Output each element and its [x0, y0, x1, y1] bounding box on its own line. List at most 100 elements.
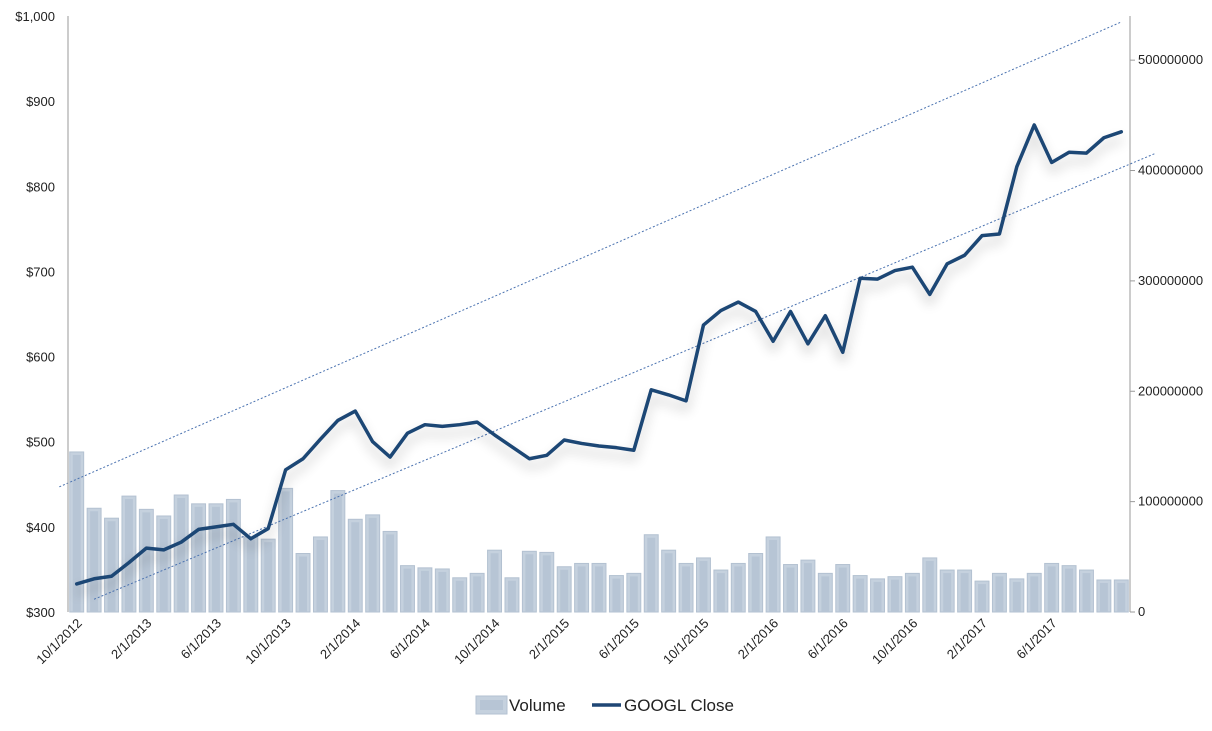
volume-bar-inner — [386, 534, 395, 612]
x-axis-tick-label: 10/1/2014 — [451, 616, 503, 668]
left-axis-tick-label: $900 — [26, 94, 55, 109]
volume-bar-inner — [577, 566, 586, 612]
volume-bar-inner — [507, 580, 516, 612]
volume-bar-inner — [438, 571, 447, 612]
left-axis-tick-label: $300 — [26, 605, 55, 620]
volume-bar-inner — [1030, 576, 1039, 612]
volume-bar-inner — [769, 539, 778, 612]
volume-bar-inner — [299, 556, 307, 612]
x-axis-tick-label: 2/1/2017 — [944, 616, 990, 662]
right-axis-ticks: 0 100000000 200000000 300000000 400000000 500… — [1130, 52, 1203, 619]
volume-bar-inner — [316, 539, 325, 612]
x-axis-tick-label: 2/1/2016 — [735, 616, 781, 662]
right-axis-tick-label: 300000000 — [1138, 273, 1203, 288]
left-axis-ticks: $300 $400 $500 $600 $700 $800 $900 $1,000 — [15, 9, 55, 620]
volume-bar-inner — [612, 578, 621, 612]
volume-bar-inner — [629, 576, 638, 612]
x-axis-tick-label: 10/1/2013 — [242, 616, 294, 668]
legend-volume-label: Volume — [509, 696, 566, 715]
legend: Volume GOOGL Close — [475, 695, 734, 715]
volume-bar-inner — [891, 579, 899, 612]
right-axis-tick-label: 0 — [1138, 604, 1145, 619]
volume-bar-inner — [734, 566, 743, 612]
volume-bar-inner — [90, 511, 99, 612]
volume-bar-inner — [177, 498, 186, 612]
volume-bar-inner — [751, 556, 760, 612]
volume-bar-inner — [995, 576, 1004, 612]
volume-bar-inner — [1047, 566, 1056, 612]
volume-bar-inner — [455, 580, 464, 612]
volume-bar-inner — [943, 573, 952, 612]
volume-bar-inner — [212, 506, 220, 612]
volume-bar-inner — [560, 569, 569, 612]
volume-bar-inner — [368, 517, 377, 612]
volume-bar-inner — [72, 454, 81, 612]
x-axis-tick-label: 2/1/2015 — [526, 616, 572, 662]
right-axis-tick-label: 100000000 — [1138, 494, 1203, 509]
volume-bar-inner — [786, 567, 795, 612]
volume-bar-inner — [925, 560, 934, 612]
right-axis-tick-label: 400000000 — [1138, 163, 1203, 178]
left-axis-tick-label: $800 — [26, 179, 55, 194]
x-axis-tick-label: 6/1/2015 — [596, 616, 642, 662]
volume-bar-inner — [595, 566, 603, 612]
volume-bar-inner — [1099, 582, 1108, 612]
right-axis-tick-label: 500000000 — [1138, 52, 1203, 67]
volume-bar-inner — [1012, 581, 1021, 612]
volume-bar-inner — [908, 576, 917, 612]
legend-volume-swatch-inner — [480, 700, 503, 710]
volume-bar-inner — [351, 522, 360, 612]
volume-bar-inner — [403, 568, 412, 612]
volume-bar-inner — [420, 570, 429, 612]
volume-bar-inner — [159, 518, 168, 612]
volume-bar-inner — [960, 573, 969, 612]
left-axis-tick-label: $500 — [26, 435, 55, 450]
left-axis-tick-label: $700 — [26, 264, 55, 279]
volume-bar-inner — [1117, 582, 1126, 612]
volume-bar-inner — [664, 553, 673, 612]
volume-bar-inner — [333, 493, 342, 612]
volume-bars — [69, 451, 1129, 613]
volume-bar-inner — [856, 578, 865, 612]
volume-bar-inner — [699, 560, 708, 612]
trend-channel — [59, 21, 1157, 600]
googl-close-line — [74, 123, 1124, 586]
legend-close-label: GOOGL Close — [624, 696, 734, 715]
volume-bar-inner — [838, 567, 847, 612]
volume-bar-inner — [542, 555, 551, 612]
volume-bar-inner — [716, 573, 725, 612]
x-axis-tick-label: 10/1/2015 — [660, 616, 712, 668]
volume-bar-inner — [1065, 568, 1074, 612]
volume-bar-inner — [281, 491, 290, 612]
volume-bar-inner — [107, 521, 116, 612]
left-axis-tick-label: $1,000 — [15, 9, 55, 24]
close-line-layer — [74, 123, 1124, 586]
volume-bar-inner — [682, 566, 691, 612]
volume-bar-inner — [821, 576, 830, 612]
volume-bar-inner — [246, 539, 255, 612]
volume-bar-inner — [978, 584, 986, 612]
trendline-upper — [59, 21, 1122, 488]
volume-bar-inner — [803, 563, 812, 612]
volume-bar-inner — [229, 502, 238, 612]
trendline-lower — [93, 152, 1157, 600]
right-axis-tick-label: 200000000 — [1138, 383, 1203, 398]
volume-bar-inner — [525, 554, 534, 612]
volume-bar-inner — [264, 542, 273, 612]
volume-bar-inner — [473, 576, 482, 612]
left-axis-tick-label: $400 — [26, 520, 55, 535]
volume-bar-inner — [490, 553, 499, 612]
volume-bar-inner — [124, 499, 133, 612]
x-axis-ticks: 10/1/2012 2/1/2013 6/1/2013 10/1/2013 2/1/20… — [33, 616, 1059, 668]
x-axis-tick-label: 2/1/2013 — [108, 616, 154, 662]
x-axis-tick-label: 2/1/2014 — [317, 616, 363, 662]
volume-bar-inner — [1082, 573, 1091, 612]
volume-bar-inner — [142, 512, 151, 612]
x-axis-tick-label: 6/1/2017 — [1013, 616, 1059, 662]
x-axis-tick-label: 10/1/2012 — [33, 616, 85, 668]
volume-bar-inner — [647, 537, 656, 612]
left-axis-tick-label: $600 — [26, 350, 55, 365]
x-axis-tick-label: 6/1/2016 — [804, 616, 850, 662]
